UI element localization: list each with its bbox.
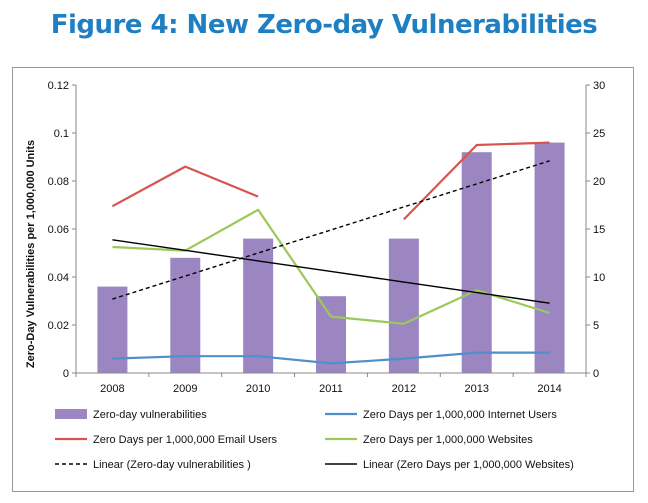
right-tick-label: 15	[593, 224, 605, 236]
axes-layer	[72, 84, 590, 377]
lines-layer	[111, 141, 550, 365]
legend-trend-websites-label: Linear (Zero Days per 1,000,000 Websites…	[363, 459, 574, 471]
bar-zero-day-2011	[316, 296, 346, 373]
x-tick-label: 2014	[537, 383, 561, 395]
left-tick-label: 0.08	[48, 176, 69, 188]
ticks-layer: 0 0.02 0.04 0.06 0.08 0.1 0.12 0 5 10 15 20 25 30 2008…	[48, 80, 606, 395]
combo-chart: 0 0.02 0.04 0.06 0.08 0.1 0.12 0 5 10 15 20 25 30 2008…	[25, 80, 606, 471]
legend-zero-day-vulnerabilities-swatch	[55, 409, 87, 419]
right-tick-label: 30	[593, 80, 605, 92]
left-tick-label: 0	[63, 368, 69, 380]
legend-websites-label: Zero Days per 1,000,000 Websites	[363, 434, 533, 446]
x-tick-label: 2008	[100, 383, 124, 395]
legend: Zero-day vulnerabilities Zero Days per 1,…	[55, 409, 574, 471]
x-tick-label: 2009	[173, 383, 197, 395]
right-tick-label: 20	[593, 176, 605, 188]
right-tick-label: 25	[593, 128, 605, 140]
bar-zero-day-2013	[461, 152, 492, 373]
right-tick-label: 0	[593, 368, 599, 380]
figure-title: Figure 4: New Zero-day Vulnerabilities	[50, 10, 598, 40]
left-tick-label: 0.12	[48, 80, 69, 92]
x-tick-label: 2013	[464, 383, 488, 395]
chart-frame: 0 0.02 0.04 0.06 0.08 0.1 0.12 0 5 10 15 20 25 30 2008…	[12, 67, 634, 492]
bars-layer	[97, 142, 565, 373]
bar-zero-day-2014	[534, 142, 565, 373]
right-tick-label: 10	[593, 272, 605, 284]
right-tick-label: 5	[593, 320, 599, 332]
bar-zero-day-2008	[97, 286, 128, 373]
legend-zero-day-vulnerabilities-label: Zero-day vulnerabilities	[93, 409, 207, 421]
x-tick-label: 2012	[392, 383, 416, 395]
left-tick-label: 0.06	[48, 224, 69, 236]
bar-zero-day-2009	[170, 257, 201, 373]
line-internet-users-segment-1	[112, 351, 550, 365]
line-email-users-segment-2	[403, 141, 550, 221]
legend-email-users-label: Zero Days per 1,000,000 Email Users	[93, 434, 278, 446]
legend-internet-users-label: Zero Days per 1,000,000 Internet Users	[363, 409, 557, 421]
trend-websites-segment-1	[112, 239, 550, 304]
y-axis-title: Zero-Day Vulnerabilities per 1,000,000 U…	[25, 140, 37, 368]
x-tick-label: 2011	[319, 383, 343, 395]
left-tick-label: 0.02	[48, 320, 69, 332]
left-tick-label: 0.04	[48, 272, 69, 284]
bar-zero-day-2012	[388, 238, 419, 373]
line-email-users-segment-1	[111, 165, 259, 208]
x-tick-label: 2010	[246, 383, 270, 395]
left-tick-label: 0.1	[54, 128, 69, 140]
legend-trend-zero-day-label: Linear (Zero-day vulnerabilities )	[93, 459, 251, 471]
